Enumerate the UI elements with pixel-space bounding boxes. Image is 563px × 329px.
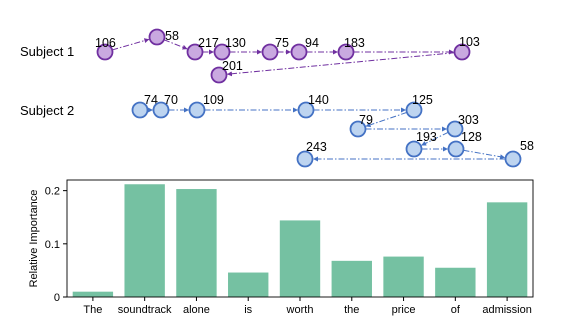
y-tick-label: 0.2 [45, 186, 60, 198]
saccade-arrow [365, 111, 408, 128]
fixation-point [261, 43, 279, 61]
fixation-point [297, 101, 315, 119]
fixation-point [405, 101, 423, 119]
fixation-duration-label: 303 [458, 113, 479, 127]
fixation-duration-label: 74 [144, 93, 158, 107]
bar-admission [486, 202, 528, 297]
y-axis-label: Relative Importance [28, 190, 40, 288]
fixation-point [337, 43, 355, 61]
y-tick-label: 0 [54, 292, 60, 304]
bar-of [435, 267, 476, 297]
fixation-duration-label: 130 [225, 36, 246, 50]
x-tick-label: is [244, 304, 252, 316]
x-tick-label: alone [183, 304, 210, 316]
y-tick-label: 0.1 [45, 239, 60, 251]
subject-label: Subject 1 [20, 44, 74, 59]
scanpath-subject-1: Subject 1 106 58 217 130 75 94 183 103 201 [20, 28, 480, 84]
x-tick-label: of [451, 304, 461, 316]
bar-chart: The soundtrack alone is worth the price of admis… [28, 179, 534, 316]
x-tick-label: soundtrack [118, 304, 172, 316]
fixation-point [210, 66, 228, 84]
fixation-duration-label: 193 [416, 130, 437, 144]
fixation-duration-label: 75 [275, 36, 289, 50]
fixation-duration-label: 217 [198, 36, 219, 50]
x-tick-label: worth [286, 304, 314, 316]
fixation-duration-label: 243 [306, 140, 327, 154]
fixation-duration-label: 183 [344, 36, 365, 50]
fixation-point [405, 140, 423, 158]
fixation-point [453, 43, 471, 61]
fixation-duration-label: 128 [461, 130, 482, 144]
x-tick-label: price [392, 304, 416, 316]
fixation-duration-label: 70 [164, 93, 178, 107]
fixation-point [504, 150, 522, 168]
saccade-arrow [112, 38, 150, 51]
fixation-duration-label: 94 [305, 36, 319, 50]
fixation-point [213, 43, 231, 61]
bar-is [228, 272, 269, 297]
bar-alone [176, 189, 217, 297]
plot-frame [66, 179, 534, 298]
fixation-duration-label: 58 [520, 139, 534, 153]
fixation-point [447, 140, 465, 158]
fixation-point [131, 101, 149, 119]
fixation-point [148, 28, 166, 46]
saccade-arrow [226, 52, 455, 77]
fixation-duration-label: 79 [359, 113, 373, 127]
fixation-point [188, 101, 206, 119]
x-tick-label: the [344, 304, 359, 316]
x-tick-label: admission [482, 304, 532, 316]
scanpath-subject-2: Subject 2 74 70 109 140 125 79 303 193 128 58 243 [20, 93, 534, 168]
x-tick-label: The [83, 304, 102, 316]
fixation-point [446, 120, 464, 138]
fixation-point [349, 120, 367, 138]
bar-the [331, 260, 372, 297]
bar-the [72, 291, 114, 297]
fixation-duration-label: 140 [308, 93, 329, 107]
subject-label: Subject 2 [20, 103, 74, 118]
bar-worth [279, 220, 321, 297]
fixation-point [96, 43, 114, 61]
fixation-duration-label: 103 [459, 35, 480, 49]
fixation-duration-label: 109 [203, 93, 224, 107]
fixation-duration-label: 58 [165, 29, 179, 43]
fixation-point [186, 43, 204, 61]
bar-price [383, 256, 424, 297]
saccade-arrow [421, 131, 449, 146]
fixation-point [152, 101, 170, 119]
saccade-arrow [163, 39, 188, 50]
saccade-arrow [463, 149, 506, 160]
fixation-duration-label: 106 [95, 36, 116, 50]
fixation-duration-label: 201 [222, 59, 243, 73]
bar-soundtrack [124, 184, 165, 297]
fixation-point [296, 150, 314, 168]
fixation-point [290, 43, 308, 61]
fixation-duration-label: 125 [412, 93, 433, 107]
